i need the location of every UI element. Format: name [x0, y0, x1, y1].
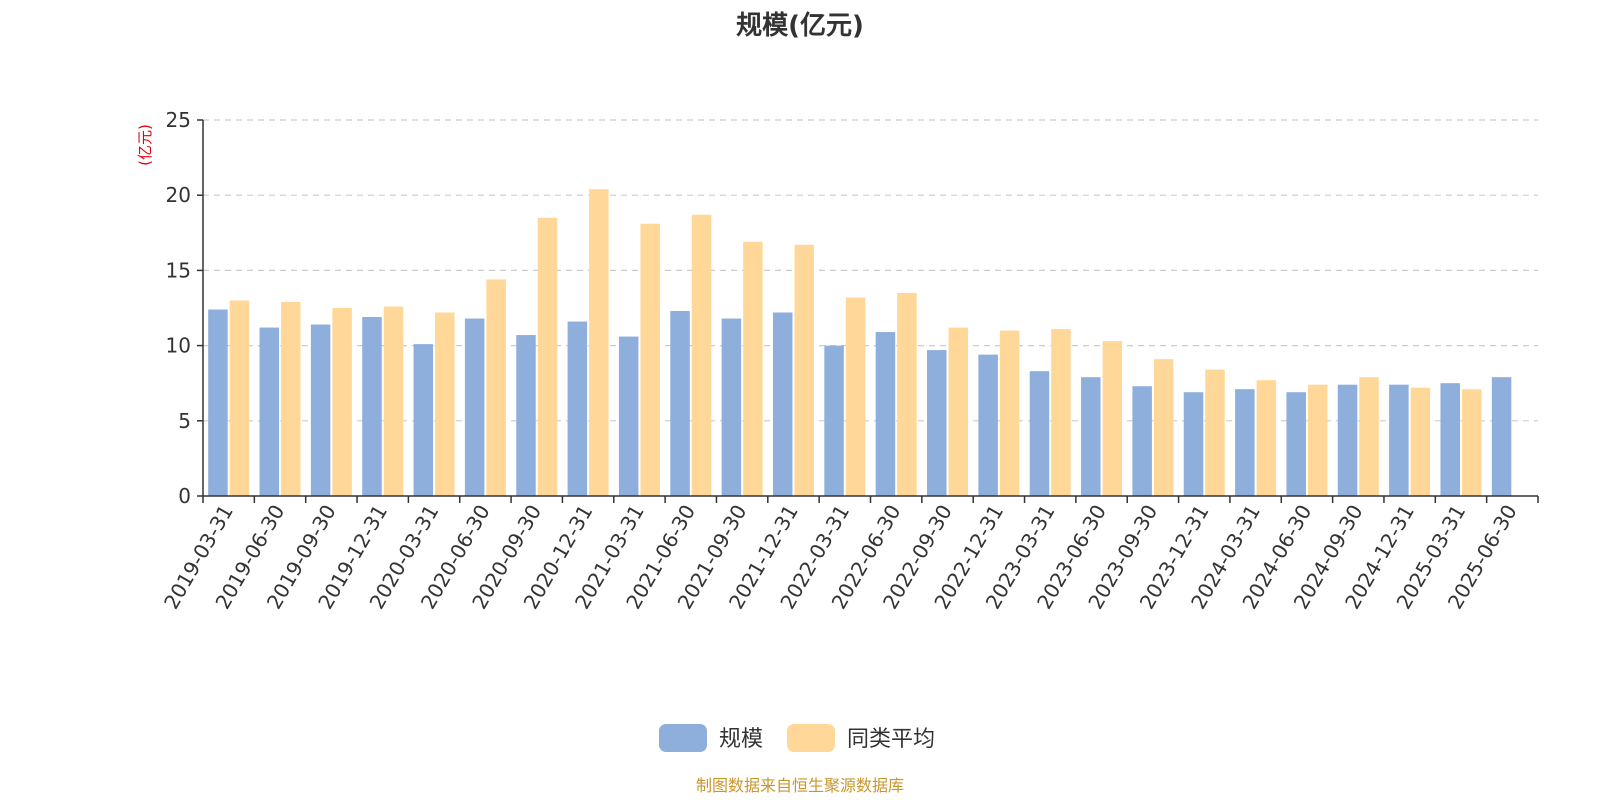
y-tick-label: 20: [166, 183, 191, 207]
bar-scale-2023-12-31: [1183, 392, 1204, 496]
bar-peer-average-2024-06-30: [1307, 384, 1328, 496]
bar-peer-average-2023-06-30: [1102, 341, 1123, 496]
bars: [208, 189, 1512, 496]
bar-peer-average-2022-09-30: [948, 327, 969, 496]
bar-scale-2024-03-31: [1235, 389, 1255, 496]
legend-label: 同类平均: [847, 727, 935, 752]
axes: [202, 120, 1538, 497]
bar-scale-2019-09-30: [310, 324, 331, 496]
legend-label: 规模: [719, 727, 763, 752]
bar-scale-2025-03-31: [1440, 383, 1460, 496]
y-tick-label: 15: [166, 258, 191, 282]
bar-scale-2022-12-31: [978, 354, 998, 496]
y-tick-label: 10: [166, 334, 191, 358]
bar-peer-average-2024-03-31: [1256, 380, 1277, 496]
gridlines: [203, 119, 1538, 422]
bar-scale-2024-06-30: [1286, 392, 1306, 496]
bar-peer-average-2020-03-31: [435, 312, 455, 496]
chart-title: 规模(亿元): [736, 11, 864, 41]
y-axis-ticks: 0 5 10 15 20 25: [166, 108, 203, 508]
bar-scale-2020-09-30: [516, 335, 536, 496]
bar-peer-average-2024-09-30: [1359, 377, 1379, 496]
bar-peer-average-2020-12-31: [589, 189, 609, 496]
bar-peer-average-2022-06-30: [897, 292, 917, 496]
bar-peer-average-2023-03-31: [1051, 329, 1071, 496]
bar-scale-2022-06-30: [875, 332, 896, 496]
bar-scale-2019-12-31: [362, 317, 382, 496]
bar-scale-2021-06-30: [670, 311, 690, 496]
legend-swatch: [659, 724, 707, 752]
bar-scale-2023-03-31: [1029, 371, 1050, 496]
y-tick-label: 25: [166, 108, 191, 132]
bar-scale-2022-03-31: [824, 345, 844, 496]
bar-scale-2021-03-31: [618, 336, 639, 496]
legend-swatch: [787, 724, 835, 752]
bar-peer-average-2019-06-30: [281, 301, 301, 496]
legend-item-peer-average[interactable]: 同类平均: [787, 724, 935, 752]
bar-scale-2020-03-31: [413, 344, 434, 496]
bar-peer-average-2019-03-31: [229, 300, 250, 496]
source-note: 制图数据来自恒生聚源数据库: [696, 776, 904, 795]
bar-scale-2019-06-30: [259, 327, 280, 496]
bar-scale-2020-12-31: [567, 321, 588, 496]
bar-peer-average-2023-12-31: [1205, 369, 1225, 496]
bar-peer-average-2021-06-30: [691, 214, 712, 496]
legend: 规模 同类平均: [659, 724, 935, 752]
bar-scale-2021-09-30: [721, 318, 742, 496]
bar-peer-average-2022-03-31: [845, 297, 866, 496]
bar-peer-average-2020-06-30: [486, 279, 506, 496]
bar-scale-2020-06-30: [464, 318, 485, 496]
bar-peer-average-2019-12-31: [383, 306, 404, 496]
bar-peer-average-2022-12-31: [999, 330, 1020, 496]
bar-scale-2023-06-30: [1081, 377, 1101, 496]
bar-scale-2022-09-30: [927, 350, 947, 496]
y-axis-unit-label: (亿元): [136, 124, 154, 166]
y-tick-label: 5: [178, 409, 191, 433]
x-axis-ticks: 2019-03-312019-06-302019-09-302019-12-31…: [159, 496, 1539, 613]
bar-scale-2021-12-31: [772, 312, 793, 496]
legend-item-scale[interactable]: 规模: [659, 724, 763, 752]
bar-scale-2025-06-30: [1491, 377, 1512, 496]
bar-peer-average-2025-03-31: [1461, 389, 1482, 496]
bar-scale-2019-03-31: [208, 309, 228, 496]
bar-peer-average-2021-09-30: [743, 241, 763, 496]
bar-peer-average-2024-12-31: [1410, 387, 1431, 496]
bar-peer-average-2021-12-31: [794, 244, 814, 496]
y-tick-label: 0: [178, 484, 191, 508]
bar-peer-average-2020-09-30: [537, 217, 558, 496]
bar-scale-2023-09-30: [1132, 386, 1152, 496]
bar-peer-average-2023-09-30: [1153, 359, 1174, 496]
bar-scale-2024-09-30: [1337, 384, 1358, 496]
bar-peer-average-2021-03-31: [640, 223, 660, 496]
bar-scale-2024-12-31: [1389, 384, 1409, 496]
bar-peer-average-2019-09-30: [332, 308, 352, 496]
